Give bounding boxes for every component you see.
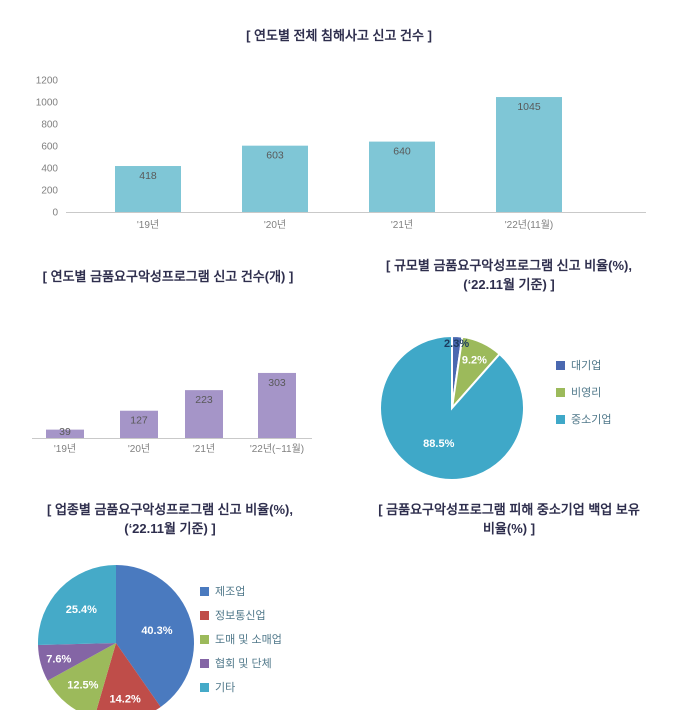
bar <box>120 410 158 438</box>
legend-label: 제조업 <box>215 586 246 598</box>
legend-label: 정보통신업 <box>215 610 266 622</box>
legend-label: 협회 및 단체 <box>215 658 272 670</box>
pie-slice <box>38 643 116 681</box>
legend-marker <box>200 634 209 644</box>
bar <box>46 429 84 438</box>
pie-percent-label: 40.3% <box>141 625 172 637</box>
pie-chart-ransom-by-scale: 2.3% 9.2% 88.5% <box>379 334 525 481</box>
legend-item: 대기업 <box>556 357 611 373</box>
x-axis-label: '20년 <box>264 219 286 231</box>
bar <box>115 166 181 212</box>
y-axis-tick-label: 400 <box>41 164 58 175</box>
title-line: 비율(%) ] <box>482 521 536 536</box>
pie-chart-ransom-by-industry: 40.3% 14.2% 12.5% 7.6% 25.4% <box>38 565 195 710</box>
legend-marker <box>200 682 209 692</box>
pie-percent-label: 25.4% <box>66 604 97 616</box>
y-axis-tick-label: 0 <box>52 208 58 219</box>
title-line: [ 금품요구악성프로그램 피해 중소기업 백업 보유 <box>378 502 640 517</box>
legend-item: 정보통신업 <box>200 607 282 623</box>
bar-value-label: 303 <box>268 377 286 389</box>
x-axis-label: '22년(11월) <box>505 219 553 231</box>
chart-title-ransom-by-industry: [ 업종별 금품요구악성프로그램 신고 비율(%), (‘22.11월 기준) … <box>0 500 340 538</box>
chart-title-backup-rate: [ 금품요구악성프로그램 피해 중소기업 백업 보유 비율(%) ] <box>340 500 678 538</box>
bar-value-label: 223 <box>195 394 213 406</box>
title-line: (‘22.11월 기준) ] <box>463 277 555 292</box>
legend-label: 기타 <box>215 682 236 694</box>
chart-title-total-incidents: [ 연도별 전체 침해사고 신고 건수 ] <box>246 28 432 43</box>
legend-marker <box>200 586 209 596</box>
y-axis-tick-label: 1200 <box>36 76 59 87</box>
legend-item: 제조업 <box>200 583 282 599</box>
legend-label: 대기업 <box>571 360 602 372</box>
bar-value-label: 127 <box>130 415 148 427</box>
pie-percent-label: 2.3% <box>444 338 469 350</box>
legend-item: 비영리 <box>556 384 611 400</box>
y-axis-tick-label: 600 <box>41 142 58 153</box>
pie-percent-label: 9.2% <box>462 355 487 367</box>
legend-label: 도매 및 소매업 <box>215 634 282 646</box>
y-axis-tick-label: 200 <box>41 186 58 197</box>
title-line: (‘22.11월 기준) ] <box>124 521 216 536</box>
pie-slice <box>96 643 161 710</box>
x-axis-label: '22년(~11월) <box>250 443 304 455</box>
bar-chart-ransom-counts: 39 '19년 127 '20년 223 '21년 303 '22년(~11월) <box>32 372 312 455</box>
bar-chart-total-incidents: 0 200 400 600 800 1000 1200 418 '19년 603 '20년 640 '2… <box>36 76 646 231</box>
y-axis-tick-label: 800 <box>41 120 58 131</box>
x-axis-label: '21년 <box>391 219 413 231</box>
pie-percent-label: 14.2% <box>110 693 141 705</box>
bar <box>496 97 562 212</box>
legend-label: 비영리 <box>571 387 602 399</box>
bar-value-label: 640 <box>393 146 411 158</box>
legend-item: 도매 및 소매업 <box>200 631 282 647</box>
bar <box>185 390 223 438</box>
bar-value-label: 1045 <box>517 101 541 113</box>
x-axis-label: '21년 <box>193 443 215 455</box>
x-axis-label: '19년 <box>54 443 76 455</box>
title-line: [ 업종별 금품요구악성프로그램 신고 비율(%), <box>47 502 293 517</box>
pie-percent-label: 88.5% <box>423 438 454 450</box>
x-axis-label: '19년 <box>137 219 159 231</box>
legend-item: 협회 및 단체 <box>200 655 282 671</box>
bar-value-label: 418 <box>139 170 157 182</box>
legend-label: 중소기업 <box>571 414 612 426</box>
legend-marker <box>556 414 565 424</box>
pie-slice <box>38 565 116 645</box>
x-axis-label: '20년 <box>128 443 150 455</box>
bar <box>369 141 435 212</box>
legend-item: 기타 <box>200 679 282 695</box>
chart-title-ransom-by-scale: [ 규모별 금품요구악성프로그램 신고 비율(%), (‘22.11월 기준) … <box>340 256 678 294</box>
legend-marker <box>556 387 565 397</box>
bar <box>258 372 296 438</box>
pie-percent-label: 7.6% <box>46 653 71 665</box>
title-line: [ 규모별 금품요구악성프로그램 신고 비율(%), <box>386 258 632 273</box>
bar <box>242 145 308 212</box>
legend-marker <box>200 610 209 620</box>
pie-slice <box>116 565 195 707</box>
pie-percent-label: 12.5% <box>67 679 98 691</box>
bar-value-label: 603 <box>266 150 284 162</box>
chart-title-ransom-counts: [ 연도별 금품요구악성프로그램 신고 건수(개) ] <box>42 269 294 284</box>
pie-slice <box>47 643 116 710</box>
legend-item: 중소기업 <box>556 411 611 427</box>
bar-value-label: 39 <box>59 426 71 438</box>
y-axis-tick-label: 1000 <box>36 98 59 109</box>
legend-marker <box>200 658 209 668</box>
legend-marker <box>556 360 565 370</box>
pie-slice <box>379 334 525 481</box>
